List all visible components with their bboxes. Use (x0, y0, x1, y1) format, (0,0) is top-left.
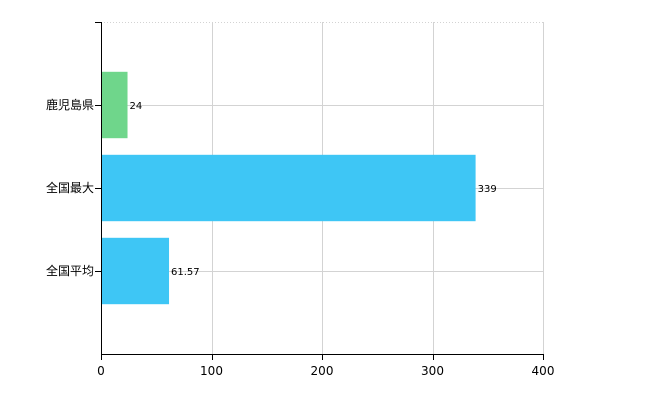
data-label: 61.57 (171, 267, 200, 278)
bars (101, 71, 476, 305)
category-label: 全国最大 (46, 180, 94, 195)
x-tick-label: 300 (421, 364, 444, 378)
category-label: 全国平均 (46, 263, 94, 278)
x-tick-label: 200 (311, 364, 334, 378)
data-label: 339 (478, 184, 497, 195)
x-tick-label: 400 (532, 364, 555, 378)
x-tick-label: 100 (200, 364, 223, 378)
data-label: 24 (130, 101, 143, 112)
bar-1 (101, 71, 128, 139)
axes (95, 22, 544, 360)
category-label: 鹿児島県 (46, 97, 94, 112)
bar-3 (101, 237, 170, 305)
bar-2 (101, 154, 476, 222)
x-tick-label: 0 (97, 364, 105, 378)
